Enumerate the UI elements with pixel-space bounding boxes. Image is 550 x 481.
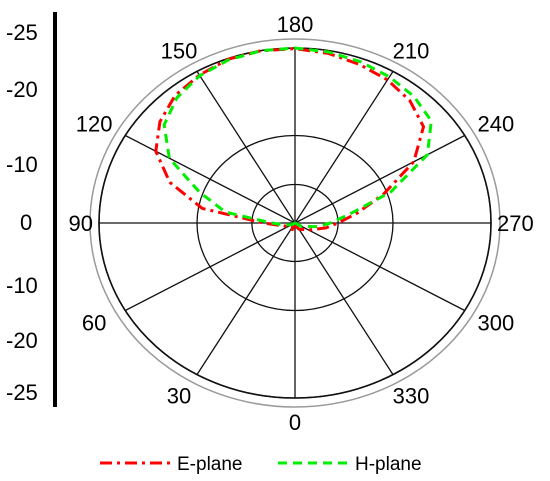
angle-tick-label: 60 (82, 311, 106, 336)
plot-area (154, 46, 433, 232)
radial-tick-label: 0 (20, 210, 32, 235)
series-line-e-plane (154, 47, 425, 232)
radial-tick-label: -10 (6, 152, 38, 177)
angle-tick-label: 270 (497, 211, 534, 236)
legend-item-e-plane: E-plane (100, 454, 243, 475)
radial-tick-label: -20 (6, 77, 38, 102)
angle-tick-label: 0 (289, 410, 301, 435)
angle-tick-label: 240 (478, 112, 515, 137)
radial-tick-label: -25 (6, 20, 38, 45)
angle-tick-label: 30 (167, 383, 191, 408)
angle-tick-label: 330 (393, 383, 430, 408)
radial-tick-label: -20 (6, 328, 38, 353)
radial-tick-label: -10 (6, 273, 38, 298)
angle-tick-label: 90 (69, 211, 93, 236)
legend-label-e-plane: E-plane (177, 454, 243, 475)
angle-tick-label: 180 (277, 12, 314, 37)
radial-tick-label: -25 (6, 380, 38, 405)
series-line-h-plane (162, 46, 433, 229)
outer-ring (89, 38, 501, 408)
angle-tick-label: 300 (478, 311, 515, 336)
angle-labels: 0 30 60 90 120 150 180 210 240 270 300 330 (69, 12, 534, 435)
legend-label-h-plane: H-plane (355, 454, 422, 475)
angle-tick-label: 150 (161, 39, 198, 64)
angle-tick-label: 210 (393, 39, 430, 64)
legend-item-h-plane: H-plane (278, 454, 422, 475)
legend: E-plane H-plane (100, 454, 422, 475)
radial-axis: -25 -20 -10 0 -10 -20 -25 (6, 12, 57, 407)
angle-tick-label: 120 (76, 112, 113, 137)
